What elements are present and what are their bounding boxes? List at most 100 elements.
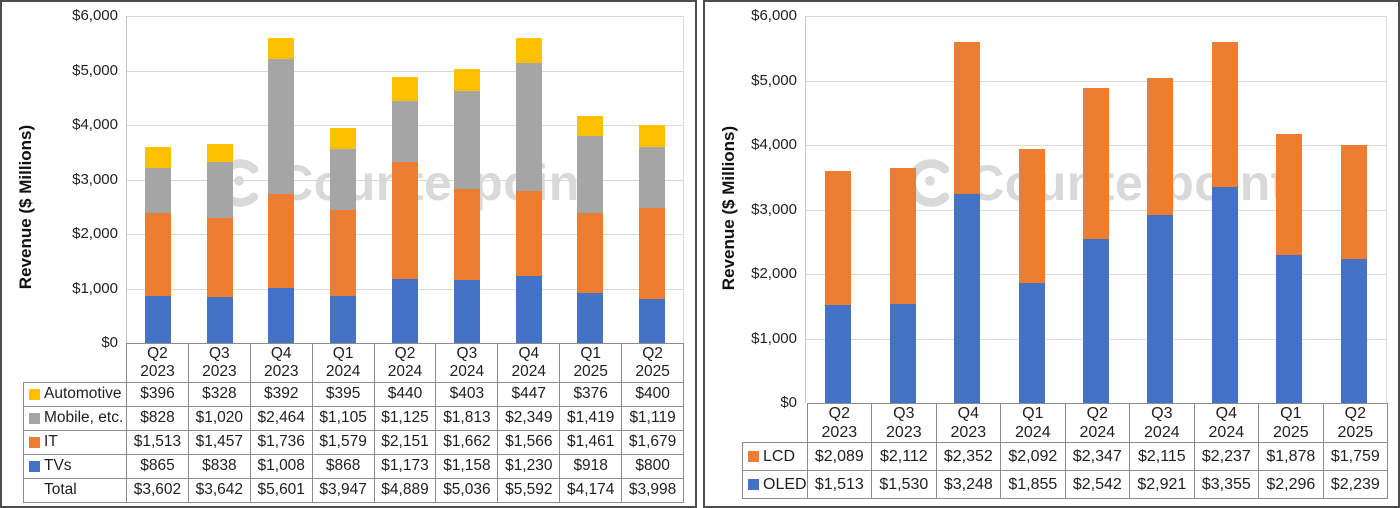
value-cell: $2,352 <box>935 442 1002 471</box>
table-row: IT $1,513 $1,457 $1,736 $1,579 $2,151 $1,662 $1… <box>23 429 685 455</box>
series-label: LCD <box>742 442 808 471</box>
segment-it <box>453 189 480 280</box>
y-tick-label: $2,000 <box>751 265 797 282</box>
value-cell: $1,759 <box>1322 442 1389 471</box>
x-category-label: Q4 2023 <box>935 403 1002 443</box>
bar-q4-2023 <box>268 37 295 343</box>
table-row: LCD $2,089 $2,112 $2,352 $2,092 $2,347 $2,115 $… <box>742 442 1389 471</box>
value-cell: $1,020 <box>187 405 251 431</box>
segment-tvs <box>639 299 666 343</box>
value-cell: $400 <box>621 381 685 407</box>
value-cell: $328 <box>187 381 251 407</box>
blank-cell <box>743 404 808 443</box>
bar-q1-2025 <box>577 115 604 343</box>
segment-lcd <box>1147 78 1174 215</box>
segment-oled <box>889 304 916 403</box>
value-cell: $2,296 <box>1258 470 1324 499</box>
bar-q2-2023 <box>825 170 852 403</box>
value-cell: $5,592 <box>497 477 561 503</box>
value-cell: $1,566 <box>497 429 561 455</box>
value-cell: $1,230 <box>497 453 561 479</box>
data-table: Q2 2023 Q3 2023 Q4 2023 Q1 2024 Q2 2024 Q3 2024 Q4 20… <box>23 343 685 503</box>
segment-it <box>577 213 604 293</box>
segment-it <box>639 207 666 300</box>
value-cell: $828 <box>126 405 189 431</box>
segment-mobile-etc- <box>330 149 357 210</box>
value-cell: $1,105 <box>311 405 375 431</box>
gridline <box>806 16 1386 17</box>
x-category-label: Q2 2023 <box>126 343 189 383</box>
value-cell: $1,813 <box>435 405 499 431</box>
x-category-label: Q2 2025 <box>621 343 685 383</box>
value-cell: $392 <box>249 381 313 407</box>
bar-q2-2023 <box>144 146 171 343</box>
value-cell: $1,461 <box>559 429 623 455</box>
value-cell: $1,513 <box>806 470 873 499</box>
value-cell: $2,542 <box>1064 470 1131 499</box>
segment-mobile-etc- <box>392 100 418 162</box>
legend-swatch-icon <box>29 436 40 448</box>
table-row: TVs $865 $838 $1,008 $868 $1,173 $1,158 $1,230 $… <box>23 453 685 479</box>
segment-lcd <box>1276 133 1303 255</box>
value-cell: $3,355 <box>1193 470 1260 499</box>
value-cell: $1,679 <box>621 429 685 455</box>
x-category-label: Q3 2024 <box>1129 403 1195 443</box>
value-cell: $838 <box>187 453 251 479</box>
segment-automotive <box>515 38 542 63</box>
value-cell: $2,239 <box>1322 470 1389 499</box>
segment-tvs <box>330 295 357 343</box>
panel-display-revenue-by-application: Revenue ($ Millions) $0 $1,000 $2,000 $3,00… <box>0 0 697 508</box>
series-label: TVs <box>23 453 127 479</box>
series-label: IT <box>23 429 127 455</box>
value-cell: $1,662 <box>435 429 499 455</box>
value-cell: $2,464 <box>249 405 313 431</box>
segment-automotive <box>330 127 357 150</box>
segment-automotive <box>453 68 480 91</box>
value-cell: $2,349 <box>497 405 561 431</box>
segment-automotive <box>144 146 171 169</box>
segment-it <box>392 161 418 280</box>
bar-q1-2025 <box>1276 133 1303 403</box>
value-cell: $868 <box>311 453 375 479</box>
y-tick-label: $6,000 <box>72 7 118 24</box>
value-cell: $3,998 <box>621 477 685 503</box>
segment-mobile-etc- <box>206 162 233 218</box>
y-tick-label: $0 <box>780 394 797 411</box>
bar-q3-2023 <box>206 144 233 343</box>
legend-swatch-icon <box>29 460 40 472</box>
segment-tvs <box>392 279 418 343</box>
value-cell: $376 <box>559 381 623 407</box>
segment-automotive <box>577 115 604 137</box>
bar-q3-2024 <box>1147 78 1174 403</box>
y-tick-label: $1,000 <box>72 279 118 297</box>
plot-area: Counterpoint <box>126 16 684 343</box>
segment-lcd <box>1018 148 1045 284</box>
segment-tvs <box>453 279 480 343</box>
value-cell: $1,119 <box>621 405 685 431</box>
y-tick-label: $3,000 <box>72 170 118 188</box>
value-cell: $3,248 <box>935 470 1002 499</box>
value-cell: $5,036 <box>435 477 499 503</box>
value-cell: $1,457 <box>187 429 251 455</box>
segment-automotive <box>206 144 233 163</box>
y-tick-label: $2,000 <box>72 225 118 242</box>
value-cell: $2,112 <box>871 442 937 471</box>
table-row: OLED $1,513 $1,530 $3,248 $1,855 $2,542 $2,921… <box>742 470 1389 499</box>
value-cell: $2,151 <box>373 429 437 455</box>
bars <box>806 16 1386 403</box>
x-category-label: Q3 2023 <box>871 403 937 443</box>
value-cell: $440 <box>373 381 437 407</box>
segment-lcd <box>825 170 852 306</box>
value-cell: $396 <box>126 381 189 407</box>
segment-lcd <box>1211 42 1238 187</box>
legend-swatch-icon <box>748 479 759 490</box>
legend-swatch-icon <box>29 412 40 424</box>
y-tick-label: $6,000 <box>751 7 797 24</box>
y-tick-label: $5,000 <box>751 71 797 89</box>
value-cell: $1,878 <box>1258 442 1324 471</box>
segment-oled <box>1211 186 1238 403</box>
bar-q4-2024 <box>1211 42 1238 403</box>
x-category-label: Q3 2023 <box>187 343 251 383</box>
value-cell: $3,947 <box>311 477 375 503</box>
x-category-label: Q2 2025 <box>1322 403 1389 443</box>
